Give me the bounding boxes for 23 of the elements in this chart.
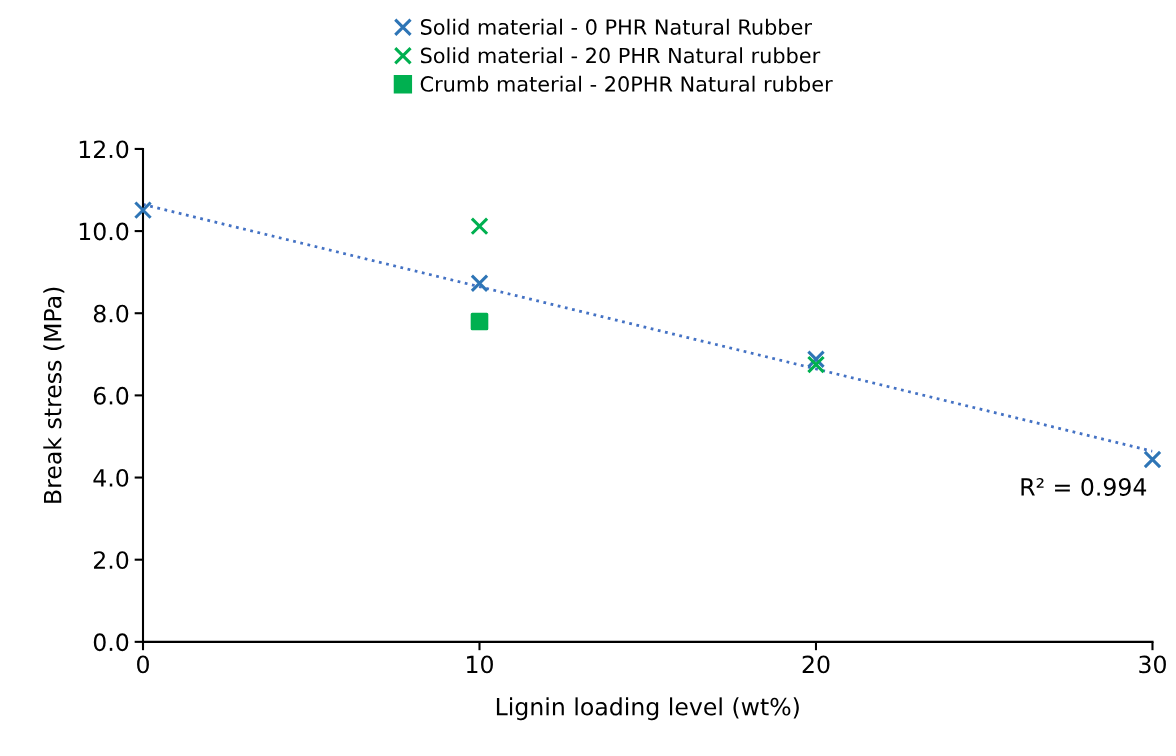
point — [470, 217, 489, 236]
legend-label: Solid material - 20 PHR Natural rubber — [420, 47, 821, 64]
x-tick-label: 10 — [467, 655, 493, 674]
annotation: R² = 0.994 — [1021, 478, 1147, 496]
x-tick-label: 30 — [1139, 655, 1166, 674]
y-axis-title: Break stress (MPa) — [43, 287, 65, 503]
x-tick-label: 0 — [137, 655, 149, 674]
y-tick-label: 12.0 — [79, 140, 129, 159]
point — [806, 355, 826, 374]
y-tick-label: 2.0 — [93, 551, 129, 569]
x-tick-label: 20 — [802, 655, 830, 674]
point — [470, 312, 489, 331]
y-tick-label: 10.0 — [79, 222, 129, 241]
y-tick-label: 6.0 — [93, 386, 129, 405]
y-tick-label: 8.0 — [93, 304, 129, 323]
y-tick-label: 0.0 — [93, 633, 129, 652]
y-tick-label: 4.0 — [93, 468, 129, 487]
point — [470, 274, 489, 293]
point — [1143, 450, 1162, 469]
legend-label: Solid material - 0 PHR Natural Rubber — [420, 18, 812, 35]
x-axis-title: Lignin loading level (wt%) — [496, 697, 799, 721]
point — [133, 201, 153, 220]
legend-label: Crumb material - 20PHR Natural rubber — [420, 75, 833, 92]
